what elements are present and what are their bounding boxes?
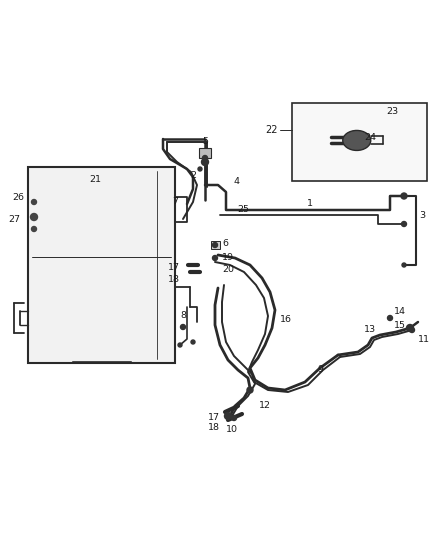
Circle shape xyxy=(225,413,232,419)
Text: 24: 24 xyxy=(364,133,376,142)
Text: 18: 18 xyxy=(208,424,220,432)
Circle shape xyxy=(201,158,208,166)
Circle shape xyxy=(32,227,36,231)
Text: 16: 16 xyxy=(280,316,292,325)
Text: 17: 17 xyxy=(208,413,220,422)
Ellipse shape xyxy=(343,131,371,150)
Text: 26: 26 xyxy=(12,193,24,203)
Circle shape xyxy=(31,214,38,221)
Text: 4: 4 xyxy=(234,177,240,187)
Text: 1: 1 xyxy=(307,199,313,208)
Text: 5: 5 xyxy=(202,138,208,147)
Text: 11: 11 xyxy=(418,335,430,344)
Text: 14: 14 xyxy=(394,308,406,317)
Circle shape xyxy=(406,325,413,332)
Text: 12: 12 xyxy=(259,400,271,409)
Text: 19: 19 xyxy=(222,254,234,262)
Bar xyxy=(292,103,427,181)
Circle shape xyxy=(32,199,36,205)
Bar xyxy=(28,167,175,363)
Text: 2: 2 xyxy=(190,171,196,180)
Circle shape xyxy=(401,193,407,199)
Circle shape xyxy=(202,156,208,160)
Text: 10: 10 xyxy=(226,425,238,434)
Circle shape xyxy=(212,255,218,261)
Text: 22: 22 xyxy=(266,125,278,135)
Circle shape xyxy=(402,222,406,227)
Circle shape xyxy=(191,340,195,344)
Circle shape xyxy=(178,343,182,347)
Circle shape xyxy=(212,243,218,247)
Text: 13: 13 xyxy=(364,326,376,335)
Text: 20: 20 xyxy=(222,265,234,274)
Circle shape xyxy=(232,416,237,421)
Bar xyxy=(199,148,211,158)
Text: 27: 27 xyxy=(8,215,20,224)
Text: 8: 8 xyxy=(180,311,186,319)
Text: 3: 3 xyxy=(419,212,425,221)
Circle shape xyxy=(410,327,414,333)
Text: 6: 6 xyxy=(222,238,228,247)
Circle shape xyxy=(247,387,253,393)
Circle shape xyxy=(198,167,202,171)
Circle shape xyxy=(180,325,186,329)
Text: 15: 15 xyxy=(394,320,406,329)
Bar xyxy=(211,241,220,249)
Text: 9: 9 xyxy=(317,366,323,375)
Circle shape xyxy=(388,316,392,320)
Text: 17: 17 xyxy=(168,263,180,272)
Text: 7: 7 xyxy=(172,198,178,206)
Text: 23: 23 xyxy=(386,108,398,117)
Text: 21: 21 xyxy=(89,175,101,184)
Text: 18: 18 xyxy=(168,276,180,285)
Circle shape xyxy=(402,263,406,267)
Text: 25: 25 xyxy=(237,206,249,214)
